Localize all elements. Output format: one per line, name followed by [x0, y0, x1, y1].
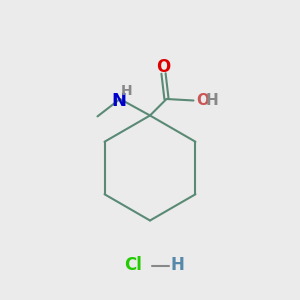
Text: O: O	[156, 58, 171, 76]
Text: O: O	[196, 93, 209, 108]
Text: H: H	[121, 85, 132, 98]
Text: H: H	[171, 256, 184, 274]
Text: H: H	[206, 93, 218, 108]
Text: Cl: Cl	[124, 256, 142, 274]
Text: N: N	[111, 92, 126, 110]
